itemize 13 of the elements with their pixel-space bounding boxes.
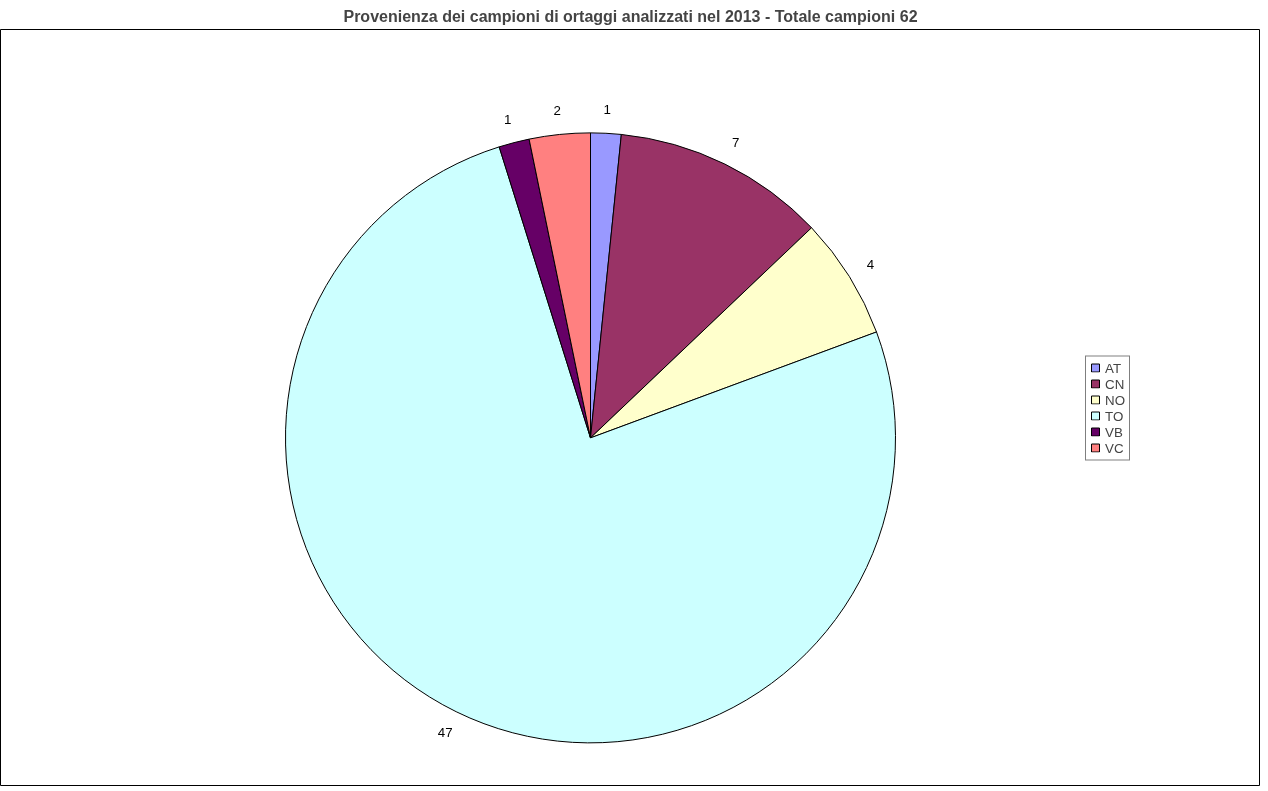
legend-label: TO: [1105, 408, 1125, 423]
legend-label: VB: [1105, 424, 1124, 439]
data-label: 7: [732, 135, 740, 151]
data-label: 1: [603, 102, 611, 118]
data-label: 4: [866, 256, 875, 272]
data-label: 1: [504, 112, 512, 128]
data-label: 2: [553, 103, 561, 119]
legend-label: NO: [1105, 392, 1125, 407]
chart-title: Provenienza dei campioni di ortaggi analizzati nel 2013 - Totale campioni 62: [343, 7, 918, 25]
data-label: 47: [437, 725, 453, 741]
legend-label: VC: [1105, 440, 1125, 455]
legend-label: AT: [1105, 360, 1123, 375]
legend-label: CN: [1105, 376, 1125, 391]
